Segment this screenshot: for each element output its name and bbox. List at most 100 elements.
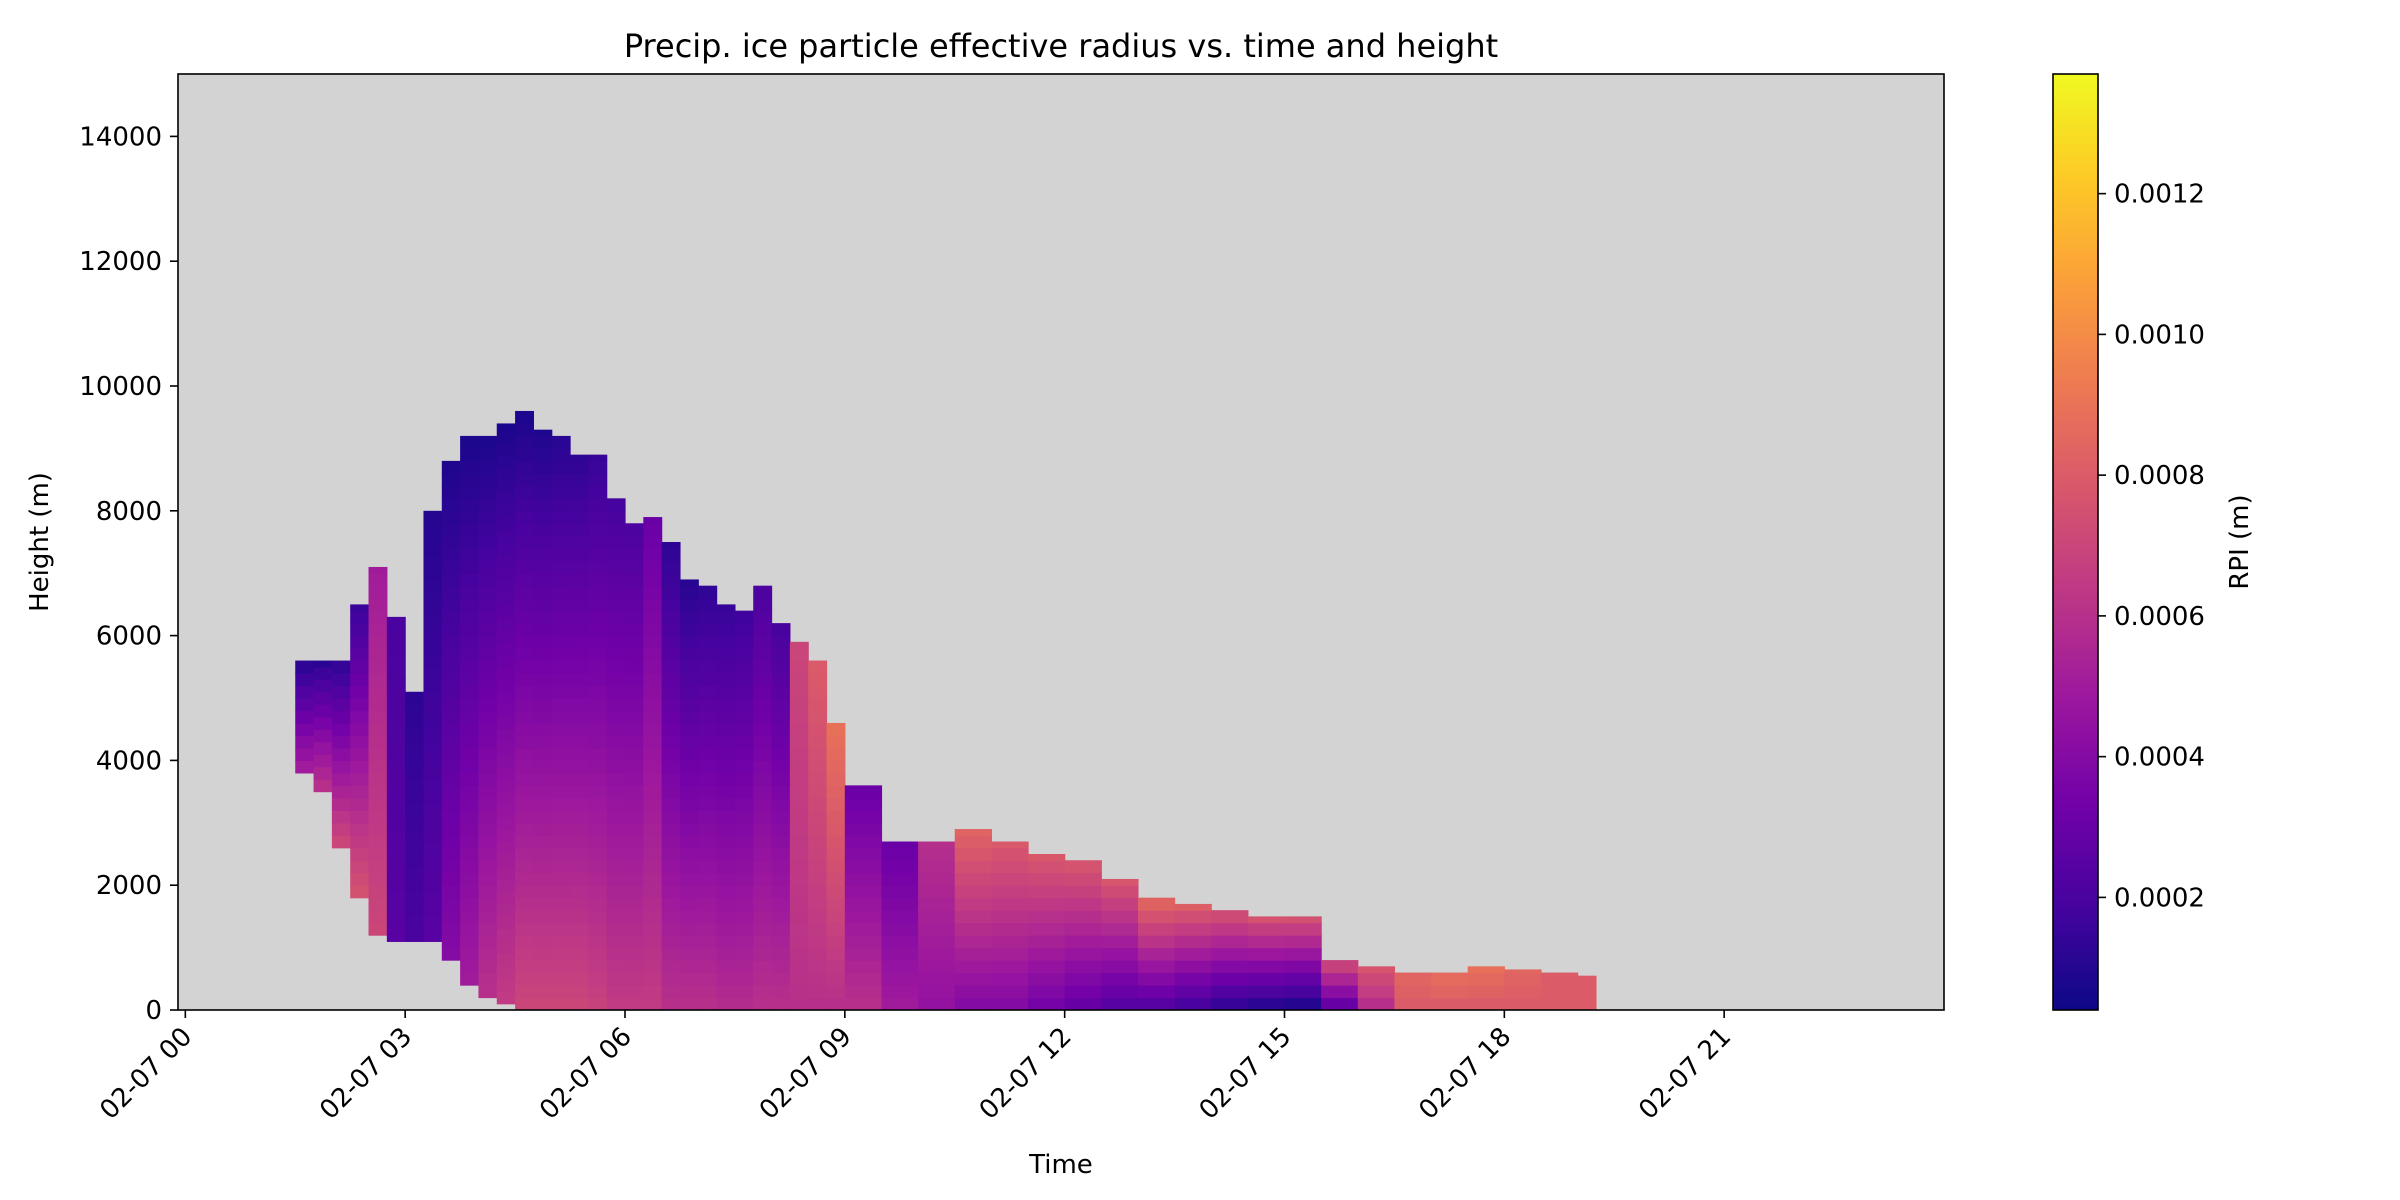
heatmap-cell bbox=[551, 698, 571, 712]
heatmap-cell bbox=[423, 741, 443, 755]
heatmap-cell bbox=[753, 797, 773, 811]
heatmap-cell bbox=[570, 985, 589, 999]
heatmap-cell bbox=[826, 872, 846, 886]
heatmap-cell bbox=[368, 910, 388, 924]
heatmap-cell bbox=[460, 822, 480, 836]
heatmap-cell bbox=[551, 972, 571, 986]
heatmap-cell bbox=[698, 885, 718, 899]
heatmap-cell bbox=[954, 960, 992, 974]
heatmap-cell bbox=[716, 922, 736, 936]
heatmap-cell bbox=[423, 816, 443, 830]
heatmap-cell bbox=[753, 585, 773, 599]
heatmap-cell bbox=[1431, 997, 1469, 1010]
heatmap-cell bbox=[423, 729, 443, 743]
heatmap-cell bbox=[771, 847, 791, 861]
x-tick-label: 02-07 06 bbox=[534, 1022, 638, 1126]
heatmap-cell bbox=[881, 935, 919, 949]
heatmap-cell bbox=[753, 673, 773, 687]
heatmap-cell bbox=[753, 623, 773, 637]
heatmap-cell bbox=[716, 997, 736, 1010]
heatmap-cell bbox=[1101, 878, 1139, 886]
heatmap-cell bbox=[350, 685, 370, 699]
heatmap-cell bbox=[771, 772, 791, 786]
heatmap-cell bbox=[496, 903, 516, 917]
heatmap-cell bbox=[606, 560, 626, 574]
heatmap-cell bbox=[698, 922, 718, 936]
heatmap-cell bbox=[551, 523, 571, 537]
heatmap-cell bbox=[496, 442, 516, 456]
heatmap-cell bbox=[441, 785, 461, 799]
heatmap-cell bbox=[313, 704, 333, 718]
heatmap-cell bbox=[478, 760, 498, 774]
heatmap-cell bbox=[533, 698, 553, 712]
heatmap-cell bbox=[881, 972, 919, 986]
heatmap-cell bbox=[954, 935, 992, 949]
heatmap-cell bbox=[478, 735, 498, 749]
x-tick-label: 02-07 00 bbox=[94, 1022, 198, 1126]
x-tick-label: 02-07 12 bbox=[974, 1022, 1078, 1126]
heatmap-cell bbox=[771, 797, 791, 811]
heatmap-cell bbox=[808, 960, 828, 974]
heatmap-cell bbox=[551, 847, 571, 861]
heatmap-cell bbox=[496, 791, 516, 805]
heatmap-cell bbox=[460, 797, 480, 811]
heatmap-cell bbox=[1284, 947, 1322, 961]
heatmap-cell bbox=[679, 698, 699, 712]
heatmap-cell bbox=[515, 872, 534, 886]
heatmap-cell bbox=[551, 835, 571, 849]
heatmap-cell bbox=[533, 747, 553, 761]
heatmap-cell bbox=[386, 766, 406, 780]
heatmap-cell bbox=[386, 816, 406, 830]
heatmap-cell bbox=[771, 698, 791, 712]
heatmap-cell bbox=[515, 460, 534, 474]
heatmap-cell bbox=[441, 610, 461, 624]
colorbar-tick-label: 0.0008 bbox=[2114, 461, 2205, 491]
heatmap-cell bbox=[771, 885, 791, 899]
heatmap-cell bbox=[386, 629, 406, 643]
heatmap-cell bbox=[386, 916, 406, 930]
heatmap-cell bbox=[954, 835, 992, 849]
heatmap-cell bbox=[1284, 960, 1322, 974]
heatmap-cell bbox=[551, 722, 571, 737]
heatmap-cell bbox=[716, 947, 736, 961]
heatmap-cell bbox=[625, 535, 644, 549]
heatmap-cell bbox=[844, 885, 883, 899]
heatmap-cell bbox=[734, 747, 754, 761]
heatmap-cell bbox=[789, 947, 809, 961]
heatmap-cell bbox=[771, 985, 791, 999]
heatmap-cell bbox=[1064, 910, 1102, 924]
heatmap-cell bbox=[496, 953, 516, 967]
y-tick-label: 0 bbox=[145, 996, 162, 1026]
heatmap-cell bbox=[496, 716, 516, 730]
heatmap-cell bbox=[991, 997, 1029, 1010]
heatmap-cell bbox=[734, 722, 754, 737]
heatmap-cell bbox=[716, 885, 736, 899]
heatmap-cell bbox=[698, 972, 718, 986]
colorbar-tick-label: 0.0002 bbox=[2114, 883, 2205, 913]
heatmap-cell bbox=[1321, 960, 1359, 974]
heatmap-cell bbox=[698, 598, 718, 612]
heatmap-cell bbox=[496, 554, 516, 568]
heatmap-cell bbox=[441, 485, 461, 499]
heatmap-cell bbox=[606, 747, 626, 761]
heatmap-cell bbox=[643, 517, 663, 524]
heatmap-cell bbox=[1467, 997, 1505, 1010]
heatmap-cell bbox=[625, 648, 644, 662]
heatmap-cell bbox=[753, 835, 773, 849]
heatmap-cell bbox=[570, 673, 589, 687]
heatmap-cell bbox=[1137, 947, 1176, 961]
heatmap-cell bbox=[679, 648, 699, 662]
heatmap-cell bbox=[1137, 997, 1176, 1010]
heatmap-cell bbox=[1137, 985, 1176, 999]
x-tick-label: 02-07 09 bbox=[754, 1022, 858, 1126]
heatmap-cell bbox=[679, 822, 699, 836]
heatmap-cell bbox=[588, 960, 608, 974]
heatmap-cell bbox=[405, 866, 425, 880]
heatmap-cell bbox=[881, 960, 919, 974]
heatmap-cell bbox=[423, 841, 443, 855]
heatmap-cell bbox=[716, 610, 736, 624]
heatmap-cell bbox=[1467, 972, 1505, 986]
heatmap-cell bbox=[643, 648, 663, 662]
heatmap-cell bbox=[533, 985, 553, 999]
heatmap-cell bbox=[441, 460, 461, 474]
